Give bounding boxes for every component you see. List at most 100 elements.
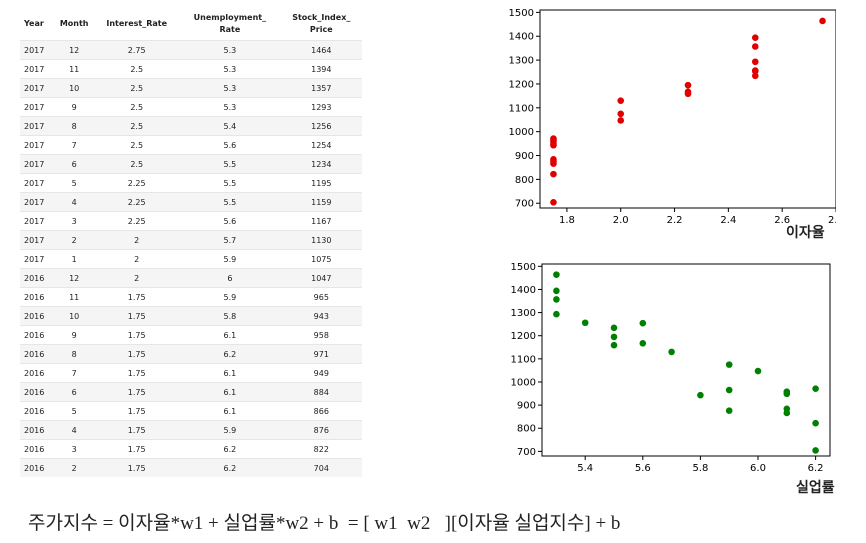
scatter-unemployment-chart: 700 800 900 1000 1100 1200 1300 1400 1500 5.4 5.6 5… [511,262,831,474]
y-tick-label: 700 [517,447,536,458]
table-cell: 1357 [280,78,362,98]
table-cell: 2017 [20,78,55,98]
data-point [553,296,560,303]
data-point [684,81,692,89]
data-point [725,361,733,368]
table-cell: 1.75 [94,420,180,440]
column-header: Month [59,19,89,28]
data-point [550,170,557,178]
y-tick-label: 1400 [509,32,534,43]
table-cell: 2.5 [94,97,180,117]
column-header: Stock_Index_ Price [292,13,351,34]
regression-formula: 주가지수 = 이자율*w1 + 실업률*w2 + b = [ w1 w2 ][이… [28,513,621,534]
table-cell: 2016 [20,363,55,383]
table-cell: 11 [54,287,95,307]
table-cell: 971 [280,344,362,364]
table-cell: 6.1 [179,401,281,421]
table-row: 2017 5 2.25 5.5 1195 [20,173,362,193]
table-cell: 5.6 [179,135,281,155]
table-cell: 5.5 [179,154,281,174]
table-cell: 866 [280,401,362,421]
table-cell: 5.5 [179,173,281,193]
table-cell: 884 [280,382,362,402]
table-cell: 943 [280,306,362,326]
table-cell: 2016 [20,420,55,440]
data-point [550,198,557,206]
table-cell: 2.5 [94,116,180,136]
table-cell: 876 [280,420,362,440]
table-cell: 6.2 [179,439,281,459]
data-point [751,34,759,41]
table-cell: 1130 [280,230,362,250]
table-cell: 8 [54,344,95,364]
data-point [812,447,819,454]
table-cell: 11 [54,59,95,79]
table-cell: 2016 [20,401,55,421]
table-cell: 12 [54,268,95,288]
y-tick-label: 700 [515,199,534,210]
table-cell: 2016 [20,344,55,364]
table-row: 2017 9 2.5 5.3 1293 [20,97,362,117]
table-cell: 822 [280,439,362,459]
table-cell: 2016 [20,287,55,307]
y-tick-label: 800 [517,424,536,435]
table-cell: 2.25 [94,211,180,231]
data-point [668,348,675,356]
table-cell: 2017 [20,97,55,117]
table-cell: 1256 [280,116,362,136]
table-cell: 958 [280,325,362,345]
table-cell: 1047 [280,268,362,288]
y-tick-label: 1300 [511,308,536,319]
table-cell: 6.1 [179,325,281,345]
table-cell: 2.5 [94,135,180,155]
table-cell: 1.75 [94,382,180,402]
x-tick-label: 2.4 [720,215,736,224]
table-cell: 1195 [280,173,362,193]
y-tick-label: 1000 [511,377,536,388]
table-cell: 1075 [280,249,362,269]
plot-frame [539,9,836,209]
data-point [639,319,647,327]
data-point [639,340,647,347]
table-cell: 2.25 [94,173,180,193]
table-cell: 1.75 [94,401,180,421]
y-tick-label: 1100 [509,103,534,114]
data-point [550,135,557,142]
table-row: 2017 7 2.5 5.6 1254 [20,135,362,155]
table-cell: 2017 [20,211,55,231]
table-cell: 1.75 [94,363,180,383]
table-cell: 4 [54,420,95,440]
table-cell: 5 [54,401,95,421]
table-cell: 7 [54,135,95,155]
table-cell: 3 [54,211,95,231]
table-cell: 5.4 [179,116,281,136]
table-cell: 2016 [20,306,55,326]
table-cell: 5.3 [179,59,281,79]
data-point [751,43,759,50]
table-cell: 3 [54,439,95,459]
table-cell: 4 [54,192,95,212]
data-point [819,17,826,25]
data-point [812,385,819,392]
table-cell: 1.75 [94,325,180,345]
table-cell: 949 [280,363,362,383]
data-point [751,58,759,66]
y-tick-label: 800 [515,175,534,186]
table-cell: 2017 [20,59,55,79]
x-tick-label: 5.6 [635,463,651,474]
table-cell: 2.5 [94,154,180,174]
x-tick-label: 6.0 [750,463,766,474]
table-cell: 2.75 [94,40,180,60]
data-point [725,407,733,414]
table-cell: 1293 [280,97,362,117]
y-tick-label: 1400 [511,285,536,296]
x-tick-label: 2.8 [828,215,836,224]
x-tick-label: 6.2 [808,463,824,474]
x-tick-label: 5.8 [692,463,708,474]
x-tick-label: 2.0 [613,215,629,224]
table-row: 2016 2 1.75 6.2 704 [20,458,362,477]
y-tick-label: 1100 [511,354,536,365]
y-tick-label: 1300 [509,56,534,67]
y-tick-label: 1200 [509,79,534,90]
table-row: 2016 9 1.75 6.1 958 [20,325,362,345]
